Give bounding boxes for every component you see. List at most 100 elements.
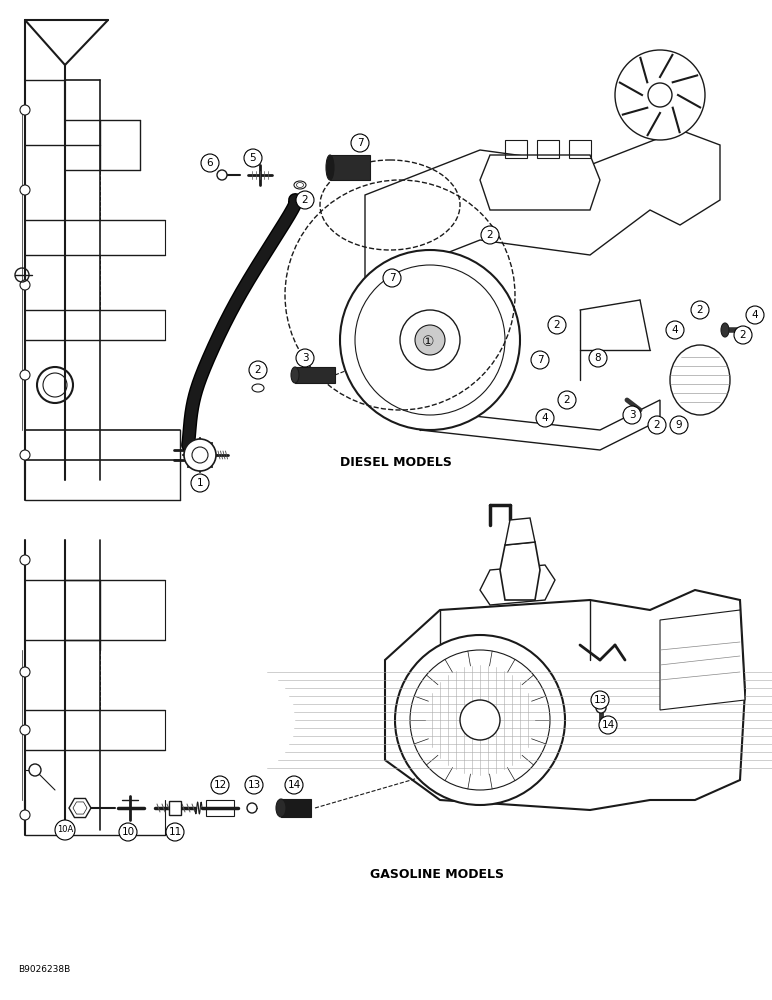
- Circle shape: [746, 306, 764, 324]
- Polygon shape: [480, 155, 600, 210]
- Ellipse shape: [276, 799, 286, 817]
- Text: 14: 14: [601, 720, 615, 730]
- Text: 2: 2: [696, 305, 703, 315]
- Text: 1: 1: [197, 478, 203, 488]
- Polygon shape: [281, 799, 311, 817]
- Circle shape: [20, 810, 30, 820]
- Circle shape: [648, 416, 666, 434]
- Circle shape: [296, 349, 314, 367]
- Circle shape: [460, 700, 500, 740]
- Text: 4: 4: [672, 325, 679, 335]
- Text: 9: 9: [676, 420, 682, 430]
- Circle shape: [395, 635, 565, 805]
- Text: 8: 8: [594, 353, 601, 363]
- Ellipse shape: [294, 181, 306, 189]
- Polygon shape: [500, 542, 540, 600]
- Circle shape: [20, 450, 30, 460]
- Ellipse shape: [291, 367, 299, 383]
- Circle shape: [691, 301, 709, 319]
- Circle shape: [481, 226, 499, 244]
- Polygon shape: [169, 801, 181, 815]
- Circle shape: [20, 667, 30, 677]
- Circle shape: [249, 361, 267, 379]
- Polygon shape: [73, 802, 87, 814]
- Circle shape: [599, 716, 617, 734]
- Circle shape: [20, 185, 30, 195]
- Polygon shape: [365, 130, 720, 285]
- Ellipse shape: [296, 182, 303, 188]
- Circle shape: [558, 391, 576, 409]
- Circle shape: [201, 154, 219, 172]
- Circle shape: [20, 105, 30, 115]
- Ellipse shape: [721, 323, 729, 337]
- Text: 7: 7: [357, 138, 364, 148]
- Polygon shape: [420, 400, 660, 450]
- Polygon shape: [385, 590, 745, 810]
- Polygon shape: [660, 610, 745, 710]
- Text: 2: 2: [564, 395, 571, 405]
- Circle shape: [211, 776, 229, 794]
- Circle shape: [285, 776, 303, 794]
- Text: 13: 13: [594, 695, 607, 705]
- Circle shape: [351, 134, 369, 152]
- Circle shape: [244, 149, 262, 167]
- Text: 4: 4: [542, 413, 548, 423]
- Text: 2: 2: [486, 230, 493, 240]
- Text: ①: ①: [422, 335, 434, 349]
- Text: 11: 11: [168, 827, 181, 837]
- Text: 2: 2: [654, 420, 660, 430]
- Text: 10A: 10A: [57, 826, 73, 834]
- Text: 5: 5: [249, 153, 256, 163]
- Text: 2: 2: [255, 365, 261, 375]
- Circle shape: [589, 349, 607, 367]
- Text: 7: 7: [388, 273, 395, 283]
- Circle shape: [615, 50, 705, 140]
- Polygon shape: [69, 798, 91, 818]
- Text: 2: 2: [740, 330, 747, 340]
- Text: B9026238B: B9026238B: [18, 966, 70, 974]
- Polygon shape: [330, 155, 370, 180]
- Polygon shape: [480, 565, 555, 605]
- Circle shape: [217, 170, 227, 180]
- Circle shape: [184, 439, 216, 471]
- Ellipse shape: [326, 155, 334, 180]
- Circle shape: [670, 416, 688, 434]
- Circle shape: [648, 83, 672, 107]
- Polygon shape: [295, 367, 335, 383]
- Circle shape: [166, 823, 184, 841]
- Text: 2: 2: [554, 320, 560, 330]
- Circle shape: [247, 803, 257, 813]
- Circle shape: [29, 764, 41, 776]
- Text: 6: 6: [207, 158, 213, 168]
- Circle shape: [666, 321, 684, 339]
- Polygon shape: [505, 518, 535, 545]
- Circle shape: [245, 776, 263, 794]
- Text: 3: 3: [302, 353, 308, 363]
- Text: 14: 14: [287, 780, 300, 790]
- Text: 2: 2: [302, 195, 308, 205]
- Text: DIESEL MODELS: DIESEL MODELS: [340, 456, 452, 468]
- Text: 4: 4: [752, 310, 758, 320]
- Text: GASOLINE MODELS: GASOLINE MODELS: [370, 868, 504, 882]
- Circle shape: [415, 325, 445, 355]
- Ellipse shape: [252, 384, 264, 392]
- Circle shape: [296, 191, 314, 209]
- Circle shape: [55, 820, 75, 840]
- Circle shape: [20, 725, 30, 735]
- Text: 13: 13: [247, 780, 261, 790]
- Circle shape: [536, 409, 554, 427]
- Ellipse shape: [670, 345, 730, 415]
- Circle shape: [20, 280, 30, 290]
- Circle shape: [548, 316, 566, 334]
- Circle shape: [20, 370, 30, 380]
- Circle shape: [596, 703, 606, 713]
- Text: 3: 3: [628, 410, 635, 420]
- Text: 10: 10: [121, 827, 134, 837]
- Circle shape: [591, 691, 609, 709]
- Circle shape: [119, 823, 137, 841]
- Text: 7: 7: [537, 355, 543, 365]
- Circle shape: [531, 351, 549, 369]
- Circle shape: [20, 555, 30, 565]
- Circle shape: [383, 269, 401, 287]
- Circle shape: [340, 250, 520, 430]
